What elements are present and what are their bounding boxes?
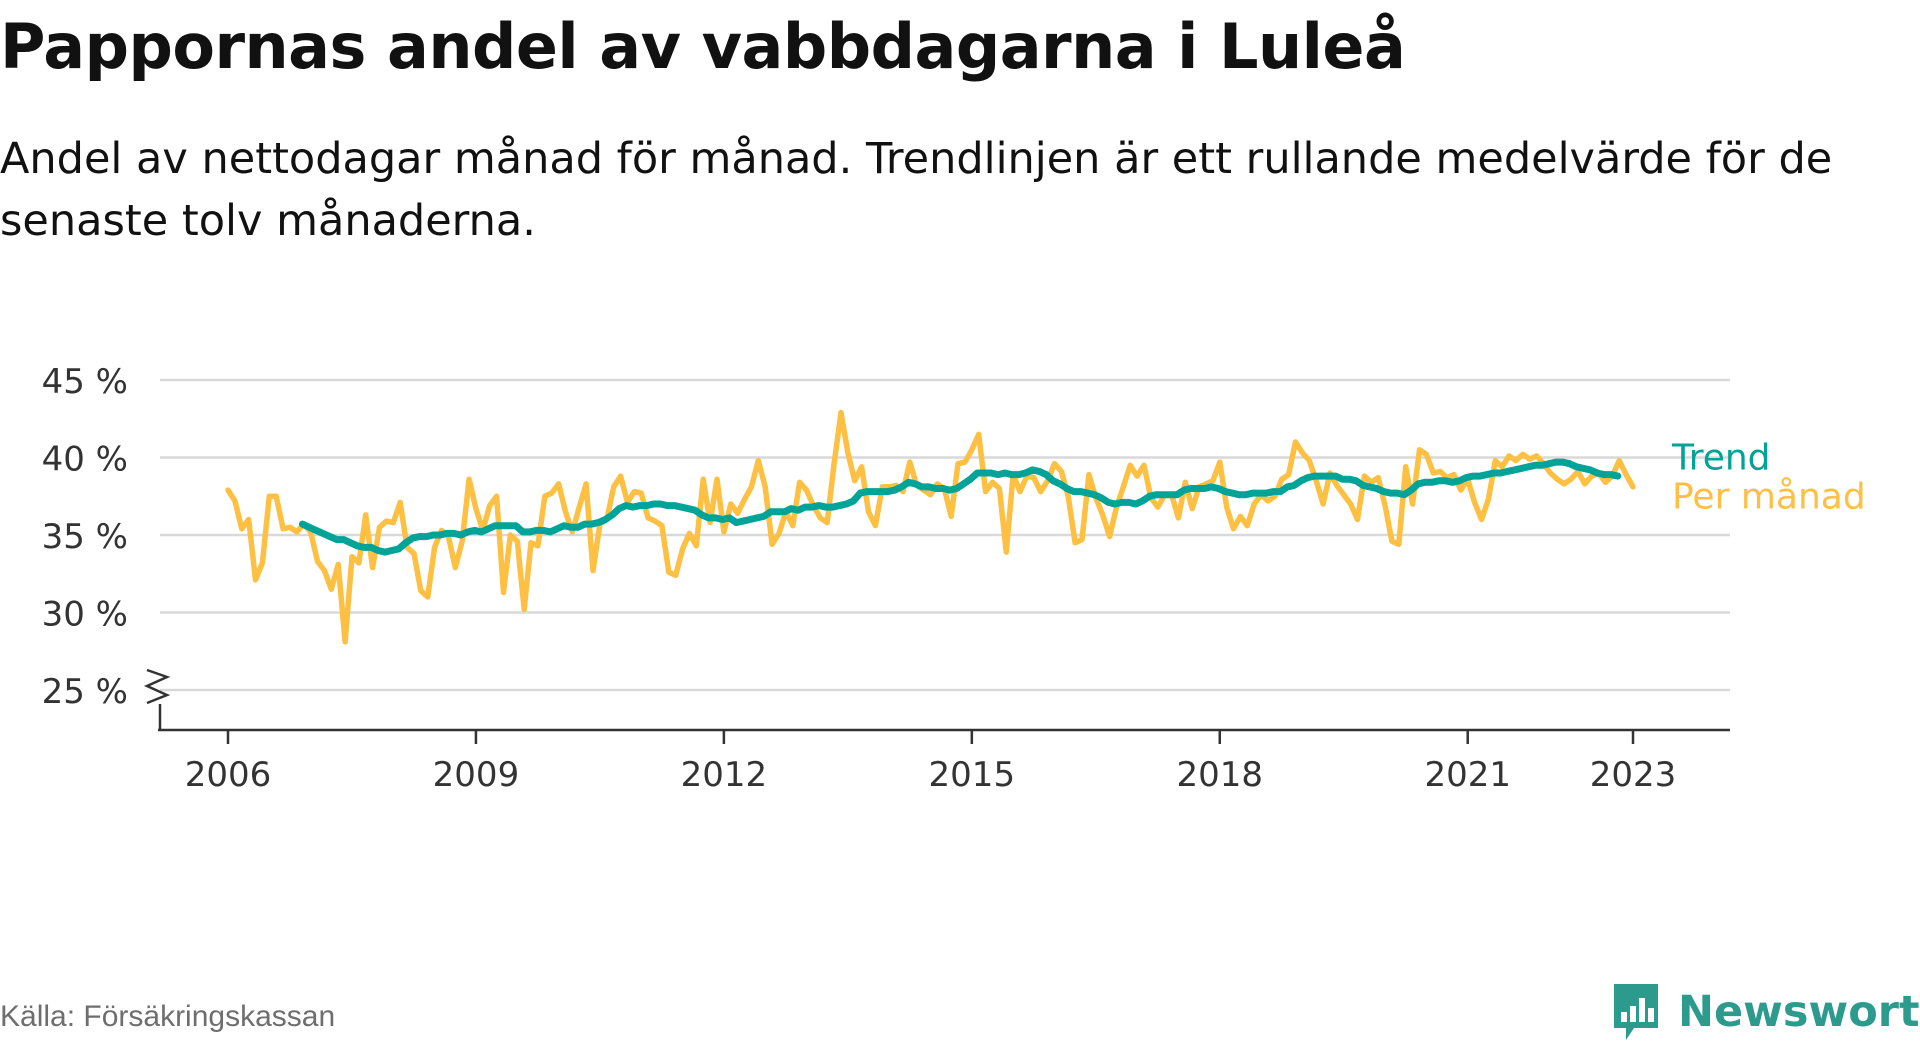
grid-lines [160,378,1730,692]
y-tick-label: 40 % [42,440,128,480]
y-tick-label: 45 % [42,362,128,402]
x-axis: 2006 2009 2012 2015 2018 2021 2023 [158,704,1730,795]
x-tick-label: 2018 [1176,755,1263,795]
newsworthy-logo[interactable]: Newsworthy [1612,982,1920,1042]
x-tick-label: 2012 [681,755,768,795]
monthly-label: Per månad [1672,476,1866,517]
y-tick-label: 25 % [42,672,128,712]
chart-title: Pappornas andel av vabbdagarna i Luleå [0,10,1406,83]
x-tick-label: 2021 [1424,755,1511,795]
line-chart: 25 % 30 % 35 % 40 % 45 % 2006 2009 2012 2015 201… [42,362,1866,795]
axis-break-icon [143,668,171,705]
source-note: Källa: Försäkringskassan [0,1000,336,1033]
monthly-line [225,409,1636,645]
y-tick-label: 30 % [42,595,128,635]
y-tick-label: 35 % [42,517,128,557]
brand-name: Newsworthy [1678,987,1920,1037]
x-tick-label: 2023 [1590,755,1677,795]
trend-label: Trend [1671,438,1771,479]
bar-chart-icon [1614,984,1658,1040]
trend-line [298,458,1622,556]
y-axis-ticks: 25 % 30 % 35 % 40 % 45 % [42,362,171,712]
series-lines [225,409,1636,645]
chart-subtitle: Andel av nettodagar månad för månad. Tre… [0,134,1833,246]
x-tick-label: 2009 [433,755,520,795]
x-tick-label: 2006 [185,755,272,795]
x-tick-label: 2015 [929,755,1016,795]
